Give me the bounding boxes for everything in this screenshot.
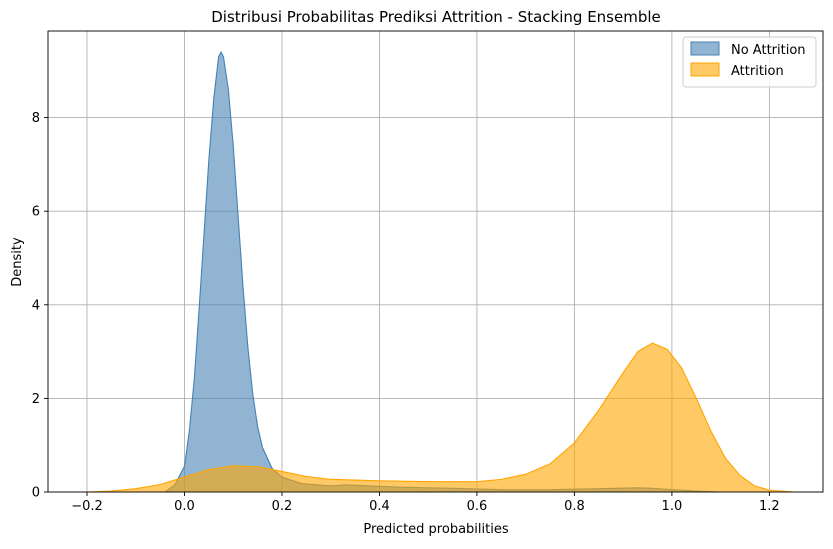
legend-swatch-attrition <box>690 62 720 77</box>
y-tick-label: 2 <box>32 392 40 407</box>
legend-swatch-no-attrition <box>690 41 720 56</box>
x-axis-ticks: −0.2 0.0 0.2 0.4 0.6 0.8 1.0 1.2 <box>71 492 780 514</box>
x-tick-label: 1.0 <box>662 499 683 514</box>
y-tick-label: 4 <box>32 298 40 313</box>
axes-frame <box>47 30 824 493</box>
x-tick-label: 0.4 <box>369 499 390 514</box>
legend-label-attrition: Attrition <box>731 64 784 79</box>
y-tick-label: 8 <box>32 111 40 126</box>
x-tick-label: 0.2 <box>272 499 293 514</box>
series-layer <box>86 50 794 493</box>
x-tick-label: 0.6 <box>467 499 488 514</box>
x-tick-label: −0.2 <box>71 499 103 514</box>
legend-label-no-attrition: No Attrition <box>731 43 806 58</box>
y-tick-label: 0 <box>32 486 40 501</box>
y-axis-label: Density <box>10 237 25 287</box>
x-tick-label: 1.2 <box>759 499 780 514</box>
density-area-attrition <box>86 343 794 492</box>
x-axis-label: Predicted probabilities <box>363 522 508 537</box>
x-tick-label: 0.0 <box>174 499 195 514</box>
x-tick-label: 0.8 <box>564 499 585 514</box>
y-axis-ticks: 0 2 4 6 8 <box>32 111 48 501</box>
y-tick-label: 6 <box>32 205 40 220</box>
chart-title: Distribusi Probabilitas Prediksi Attriti… <box>211 8 661 26</box>
density-area-no-attrition <box>164 52 721 493</box>
density-line-attrition <box>86 342 794 493</box>
legend: No Attrition Attrition <box>682 36 817 88</box>
